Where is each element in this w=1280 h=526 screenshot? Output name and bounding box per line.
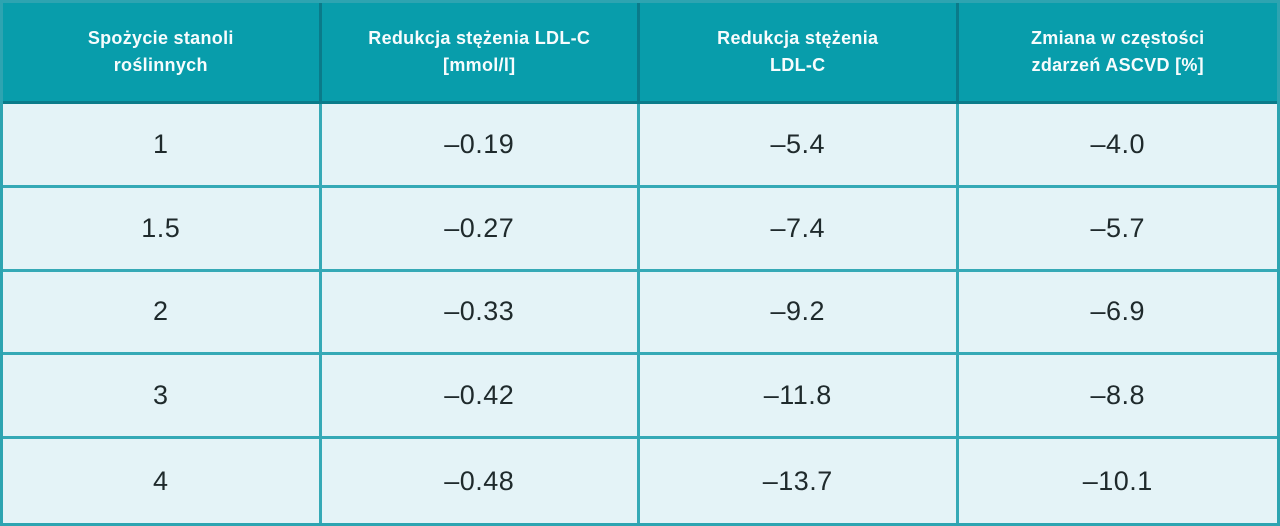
header-line: roślinnych bbox=[113, 55, 208, 75]
table-cell: –5.7 bbox=[958, 187, 1277, 272]
table-cell: 1.5 bbox=[3, 187, 322, 272]
table-cell: –10.1 bbox=[958, 439, 1277, 523]
header-cell-ascvd-change: Zmiana w częstości zdarzeń ASCVD [%] bbox=[958, 3, 1277, 104]
table-cell: 1 bbox=[3, 104, 322, 188]
header-cell-ldl-reduction: Redukcja stężenia LDL-C bbox=[640, 3, 959, 104]
header-cell-stanol-intake: Spożycie stanoli roślinnych bbox=[3, 3, 322, 104]
table-cell: –0.27 bbox=[321, 187, 640, 272]
table-cell: –4.0 bbox=[958, 104, 1277, 188]
header-line: Redukcja stężenia bbox=[717, 28, 879, 48]
table-cell: –13.7 bbox=[640, 439, 959, 523]
header-cell-ldl-reduction-mmol: Redukcja stężenia LDL-C [mmol/l] bbox=[321, 3, 640, 104]
header-line: Redukcja stężenia LDL-C bbox=[368, 28, 591, 48]
header-line: LDL-C bbox=[770, 55, 826, 75]
table-cell: –0.19 bbox=[321, 104, 640, 188]
table-cell: –0.48 bbox=[321, 439, 640, 523]
table-cell: –0.33 bbox=[321, 271, 640, 356]
header-line: zdarzeń ASCVD [%] bbox=[1031, 55, 1204, 75]
header-line: Zmiana w częstości bbox=[1031, 28, 1205, 48]
table-cell: –5.4 bbox=[640, 104, 959, 188]
table-cell: –11.8 bbox=[640, 355, 959, 440]
header-line: [mmol/l] bbox=[443, 55, 516, 75]
table-cell: 4 bbox=[3, 439, 322, 523]
table-cell: –0.42 bbox=[321, 355, 640, 440]
table-cell: 2 bbox=[3, 271, 322, 356]
table-cell: –9.2 bbox=[640, 271, 959, 356]
table-cell: –8.8 bbox=[958, 355, 1277, 440]
table-cell: 3 bbox=[3, 355, 322, 440]
table-cell: –7.4 bbox=[640, 187, 959, 272]
header-line: Spożycie stanoli bbox=[87, 28, 234, 48]
table-cell: –6.9 bbox=[958, 271, 1277, 356]
